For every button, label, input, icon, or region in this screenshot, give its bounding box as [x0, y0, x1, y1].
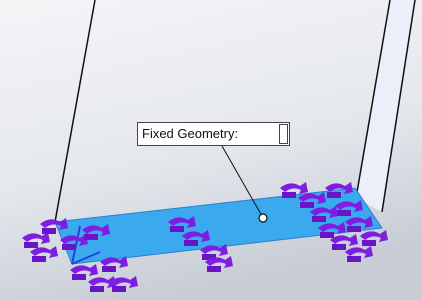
cad-viewport: Fixed Geometry:	[0, 0, 422, 300]
callout-label: Fixed Geometry:	[142, 126, 238, 141]
model-view[interactable]: Fixed Geometry:	[0, 0, 422, 300]
leader-anchor	[259, 214, 267, 222]
callout-input[interactable]	[280, 125, 288, 144]
